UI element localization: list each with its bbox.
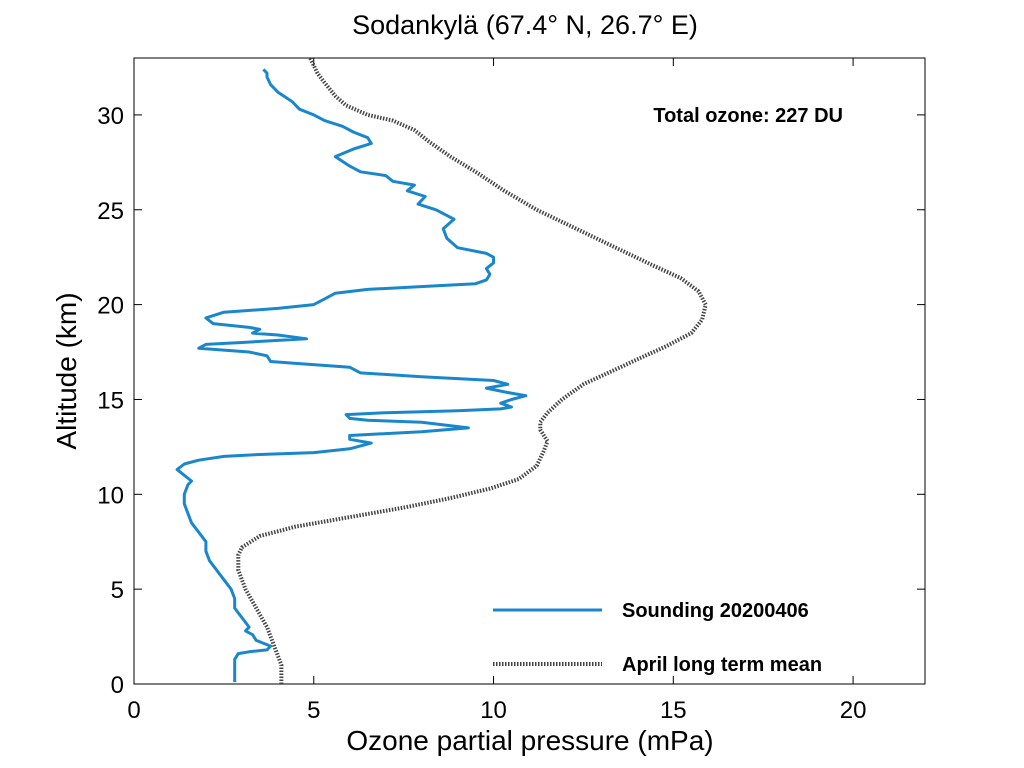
plot-frame xyxy=(133,57,926,685)
y-axis-label: Altitude (km) xyxy=(51,292,82,449)
x-tick-label: 5 xyxy=(307,697,320,724)
legend-label-sounding: Sounding 20200406 xyxy=(622,600,809,622)
x-tick-label: 20 xyxy=(840,697,867,724)
y-tick-label: 0 xyxy=(111,672,124,699)
y-tick-label: 30 xyxy=(97,103,124,130)
chart-title: Sodankylä (67.4° N, 26.7° E) xyxy=(352,10,698,40)
x-axis-label: Ozone partial pressure (mPa) xyxy=(346,725,713,756)
y-tick-label: 10 xyxy=(97,482,124,509)
legend-label-mean: April long term mean xyxy=(622,654,822,676)
total-ozone-annotation: Total ozone: 227 DU xyxy=(653,105,843,127)
y-tick-label: 20 xyxy=(97,293,124,320)
series-layer xyxy=(175,57,708,684)
series-line-sounding xyxy=(175,68,528,683)
x-tick-label: 15 xyxy=(660,697,687,724)
y-tick-label: 15 xyxy=(97,387,124,414)
x-tick-label: 10 xyxy=(480,697,507,724)
y-tick-label: 25 xyxy=(97,198,124,225)
legend: Sounding 20200406 April long term mean xyxy=(493,600,822,676)
y-tick-label: 5 xyxy=(111,577,124,604)
axis-ticks: 0 5 10 15 20 0 5 10 15 20 25 30 xyxy=(97,58,925,724)
series-line-mean xyxy=(236,57,708,684)
x-tick-label: 0 xyxy=(127,697,140,724)
